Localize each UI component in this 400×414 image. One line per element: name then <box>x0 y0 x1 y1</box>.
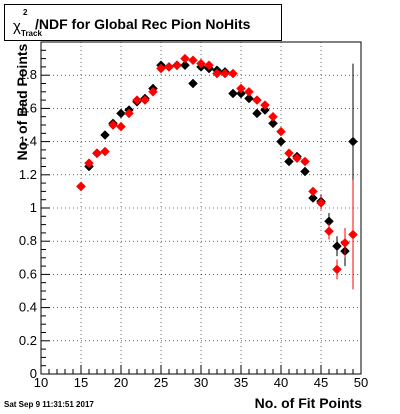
data-point-black <box>284 156 294 167</box>
data-point-red <box>268 111 278 122</box>
data-point-red <box>132 95 142 105</box>
data-point-red <box>236 83 246 94</box>
y-tick-label: 1.2 <box>19 167 37 182</box>
data-point-red <box>156 63 166 74</box>
data-point-red <box>172 60 182 71</box>
y-tick-label: 0.6 <box>19 266 37 281</box>
x-tick-label: 10 <box>34 375 48 390</box>
data-point-black <box>228 88 238 99</box>
data-point-red <box>276 126 286 137</box>
y-tick-label: 1 <box>30 200 37 215</box>
data-point-red <box>332 264 342 275</box>
data-point-red <box>316 198 326 208</box>
y-axis-label: No. of Bad Points <box>14 43 30 161</box>
data-point-black <box>308 193 318 203</box>
data-point-red <box>84 158 94 169</box>
data-point-red <box>340 238 350 248</box>
x-tick-label: 30 <box>194 375 208 390</box>
data-point-red <box>108 120 118 130</box>
y-tick-label: 1.8 <box>19 67 37 82</box>
y-tick-label: 0.8 <box>19 233 37 248</box>
data-point-black <box>100 130 110 140</box>
data-point-black <box>180 60 190 71</box>
data-point-black <box>276 136 286 147</box>
data-point-red <box>220 68 230 79</box>
data-point-red <box>164 62 174 72</box>
data-point-red <box>284 148 294 159</box>
data-point-red <box>308 186 318 197</box>
data-point-red <box>140 95 150 105</box>
data-point-red <box>196 58 206 69</box>
data-point-red <box>244 86 254 97</box>
data-point-red <box>180 53 190 64</box>
x-tick-label: 15 <box>74 375 88 390</box>
chart-title: χ 2 Track /NDF for Global Rec Pion NoHit… <box>4 4 282 41</box>
x-axis-label: No. of Fit Points <box>254 395 362 411</box>
title-superscript: 2 <box>23 8 28 17</box>
x-tick-label: 20 <box>114 375 128 390</box>
data-point-red <box>148 86 158 97</box>
x-tick-label: 35 <box>234 375 248 390</box>
data-point-black <box>236 88 246 99</box>
data-point-black <box>300 166 310 177</box>
data-point-black <box>348 136 358 147</box>
data-point-black <box>244 93 254 104</box>
y-tick-label: 1.6 <box>19 100 37 115</box>
data-point-red <box>300 156 310 167</box>
chi-symbol: χ <box>13 18 21 35</box>
y-tick-label: 1.4 <box>19 134 37 149</box>
data-point-red <box>100 146 110 157</box>
data-point-red <box>204 60 214 71</box>
data-point-red <box>260 100 270 110</box>
title-subscript: Track <box>21 29 42 38</box>
data-point-red <box>124 108 134 119</box>
timestamp: Sat Sep 9 11:31:51 2017 <box>4 400 94 409</box>
data-point-black <box>332 241 342 252</box>
data-point-red <box>324 226 334 237</box>
data-point-black <box>260 105 270 115</box>
y-tick-label: 0 <box>30 366 37 381</box>
x-tick-label: 50 <box>354 375 368 390</box>
x-tick-label: 25 <box>154 375 168 390</box>
data-point-red <box>76 181 86 192</box>
data-point-red <box>348 229 358 240</box>
data-point-red <box>116 121 126 132</box>
data-point-red <box>252 95 262 105</box>
y-tick-label: 0.4 <box>19 300 37 315</box>
data-point-red <box>188 55 198 66</box>
data-point-red <box>228 68 238 79</box>
x-tick-label: 45 <box>314 375 328 390</box>
data-point-black <box>188 78 198 89</box>
data-point-black <box>252 108 262 119</box>
x-tick-label: 40 <box>274 375 288 390</box>
y-tick-label: 0.2 <box>19 333 37 348</box>
data-point-red <box>212 68 222 79</box>
data-point-red <box>92 148 102 159</box>
data-point-black <box>116 108 126 119</box>
title-text: /NDF for Global Rec Pion NoHits <box>35 16 251 32</box>
data-point-red <box>292 153 302 164</box>
data-point-black <box>268 118 278 129</box>
